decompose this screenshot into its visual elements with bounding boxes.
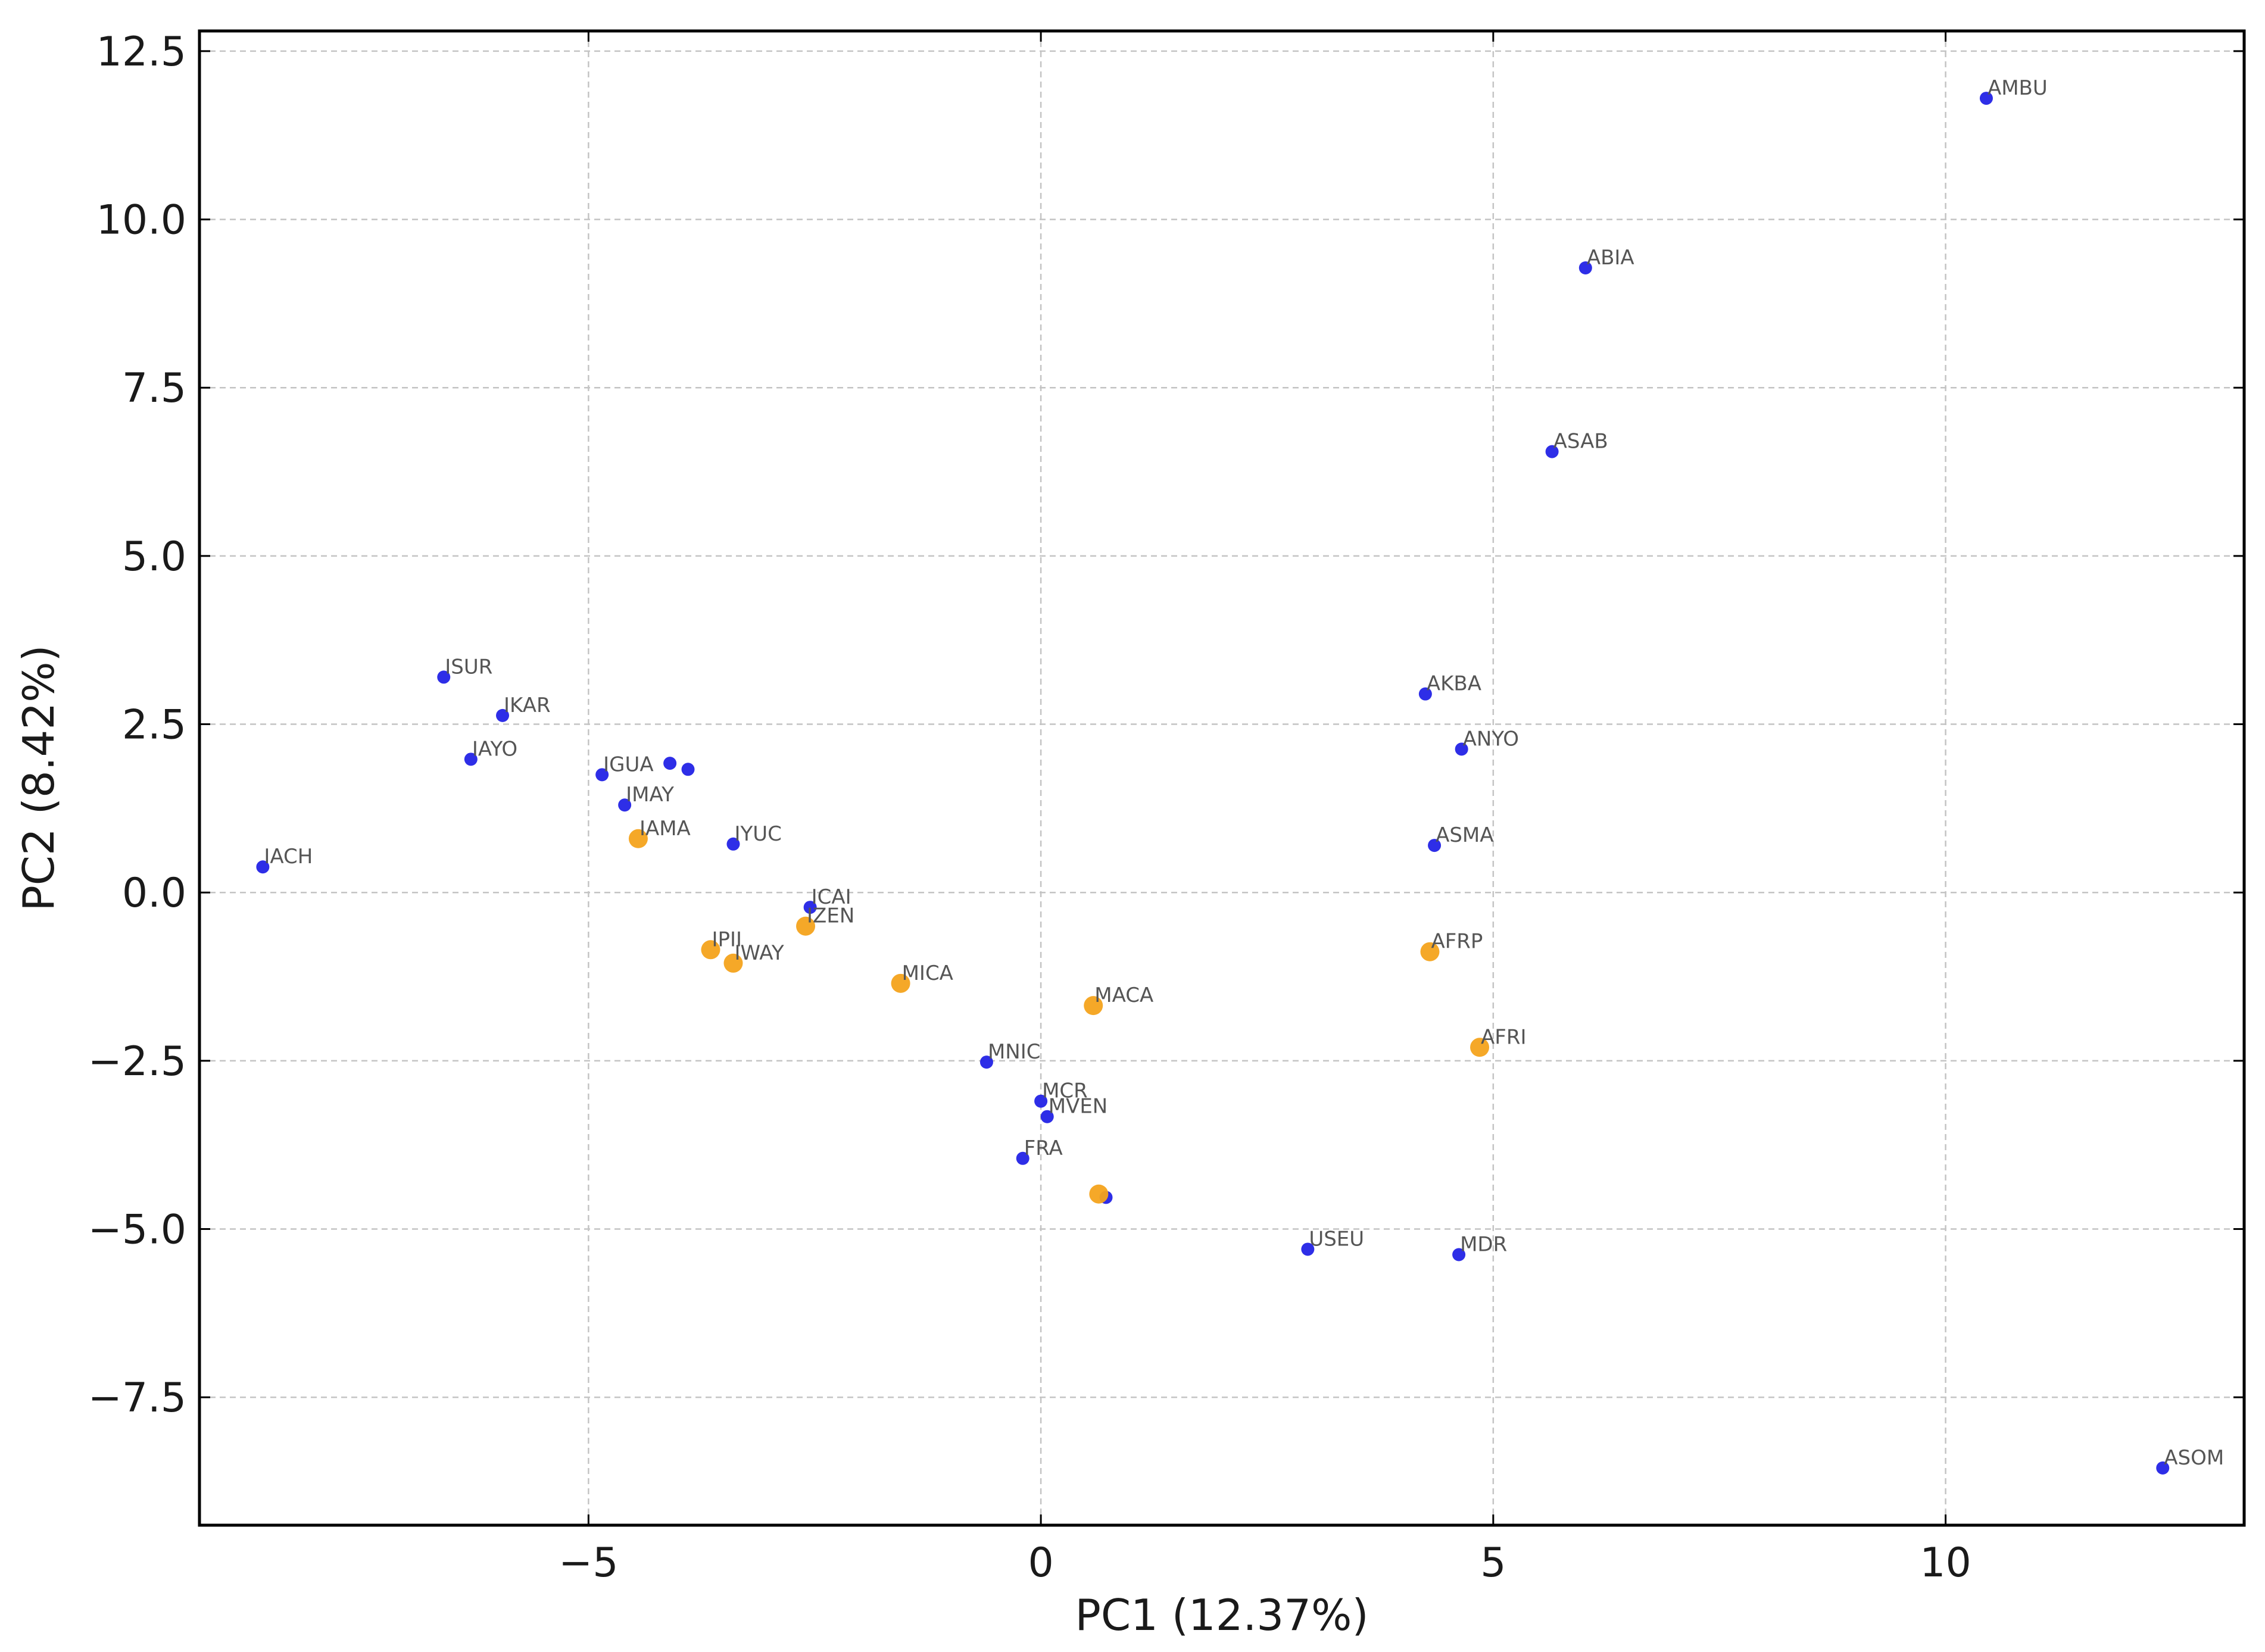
point-blue-mcr — [1034, 1094, 1048, 1108]
point-orange-iama — [628, 829, 648, 848]
point-blue-asab — [1545, 445, 1559, 458]
point-label-ipii: IPII — [712, 928, 742, 951]
point-blue-mven — [1040, 1110, 1054, 1123]
point-label-iach: IACH — [264, 845, 313, 869]
point-label-useu: USEU — [1309, 1227, 1364, 1251]
point-blue-isur — [437, 670, 451, 684]
gridlines — [199, 31, 2244, 1525]
x-tick-label: 0 — [1028, 1539, 1053, 1587]
data-points — [256, 92, 2170, 1475]
point-orange-unlabeled — [1089, 1184, 1109, 1204]
point-label-ikar: IKAR — [504, 694, 551, 717]
x-tick-label: −5 — [559, 1539, 618, 1587]
axis-ticks — [199, 31, 2244, 1525]
point-label-ambu: AMBU — [1988, 76, 2048, 100]
x-tick-label: 10 — [1920, 1539, 1971, 1587]
point-blue-iayo — [464, 752, 478, 766]
point-blue-unlabeled — [663, 757, 677, 770]
point-label-fra: FRA — [1024, 1136, 1063, 1160]
point-label-igua: IGUA — [603, 752, 654, 776]
point-label-afrp: AFRP — [1431, 930, 1483, 954]
point-label-asma: ASMA — [1436, 823, 1493, 847]
point-label-iyuc: IYUC — [734, 822, 781, 846]
point-label-asom: ASOM — [2164, 1446, 2224, 1470]
point-orange-afri — [1470, 1038, 1490, 1057]
point-label-iama: IAMA — [639, 817, 691, 841]
point-blue-igua — [595, 768, 609, 782]
point-label-mven: MVEN — [1049, 1095, 1108, 1119]
point-blue-akba — [1418, 687, 1432, 701]
y-tick-label: 12.5 — [96, 29, 186, 76]
point-orange-afrp — [1420, 942, 1440, 961]
point-orange-mica — [891, 973, 910, 993]
point-label-maca: MACA — [1094, 983, 1153, 1007]
point-blue-asom — [2156, 1461, 2170, 1475]
y-tick-label: −5.0 — [88, 1207, 186, 1254]
point-blue-unlabeled — [681, 763, 695, 776]
x-tick-label: 5 — [1480, 1539, 1506, 1587]
point-label-mcr: MCR — [1042, 1079, 1088, 1103]
point-label-anyo: ANYO — [1463, 727, 1519, 751]
point-blue-abia — [1578, 261, 1592, 274]
y-tick-label: 2.5 — [122, 702, 186, 749]
y-tick-label: 5.0 — [122, 533, 186, 580]
point-blue-iach — [256, 860, 270, 874]
point-blue-asma — [1428, 839, 1442, 852]
point-label-asab: ASAB — [1553, 430, 1608, 454]
point-blue-anyo — [1455, 742, 1468, 756]
y-axis-title: PC2 (8.42%) — [14, 645, 64, 911]
point-label-iway: IWAY — [734, 941, 784, 965]
y-tick-label: 7.5 — [122, 365, 186, 412]
x-axis-title: PC1 (12.37%) — [1075, 1590, 1368, 1640]
point-label-izen: IZEN — [807, 904, 854, 928]
point-orange-ipii — [701, 940, 720, 960]
point-orange-iway — [723, 953, 743, 973]
point-label-mdr: MDR — [1460, 1232, 1507, 1256]
point-label-abia: ABIA — [1587, 246, 1634, 270]
point-blue-ambu — [1979, 92, 1993, 105]
point-label-mnic: MNIC — [988, 1040, 1041, 1064]
point-blue-ikar — [496, 708, 510, 722]
point-orange-izen — [796, 916, 816, 936]
point-label-imay: IMAY — [626, 783, 674, 807]
y-tick-label: −7.5 — [88, 1375, 186, 1422]
plot-frame — [198, 29, 2246, 1527]
point-label-isur: ISUR — [445, 655, 492, 679]
point-label-mica: MICA — [902, 961, 953, 985]
point-blue-iyuc — [726, 837, 740, 851]
point-blue-imay — [618, 798, 632, 812]
y-tick-label: −2.5 — [88, 1038, 186, 1085]
point-label-akba: AKBA — [1427, 672, 1481, 696]
y-tick-label: 10.0 — [96, 197, 186, 244]
point-orange-maca — [1084, 996, 1103, 1016]
y-tick-label: 0.0 — [122, 870, 186, 917]
point-blue-icai — [803, 901, 817, 914]
point-blue-fra — [1016, 1151, 1029, 1165]
point-labels: AMBU ABIA ASAB AKBA ANYO ASMA ISUR IKAR IAYO IGUA… — [264, 76, 2224, 1470]
point-label-iayo: IAYO — [472, 737, 517, 761]
point-label-icai: ICAI — [812, 885, 851, 909]
point-blue-mdr — [1452, 1248, 1466, 1261]
point-label-afri: AFRI — [1481, 1025, 1526, 1049]
point-blue-mnic — [979, 1055, 993, 1069]
axis-tick-labels: −5 0 5 10 −7.5 −5.0 −2.5 0.0 2.5 5.0 7.5 10.0 12.5 — [88, 29, 1971, 1587]
point-blue-useu — [1301, 1242, 1315, 1256]
